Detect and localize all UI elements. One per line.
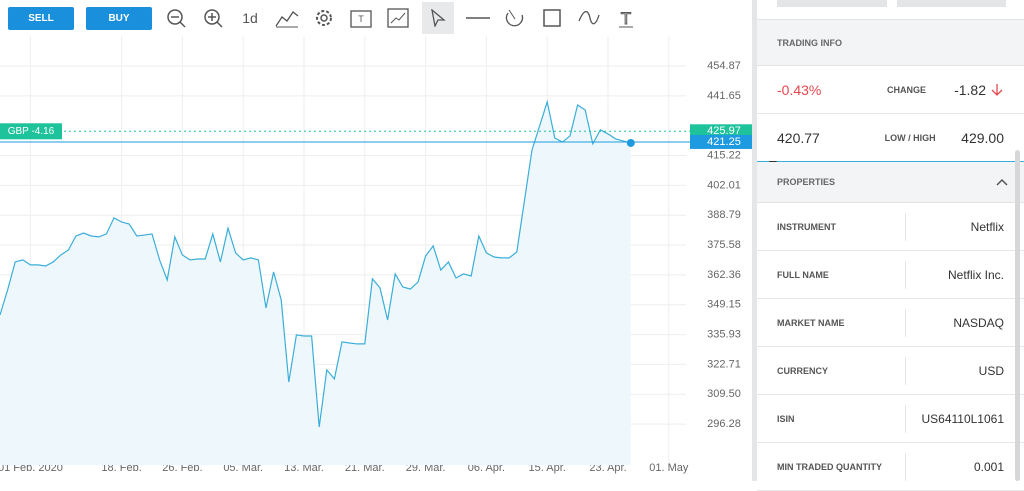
property-name: MIN TRADED QUANTITY <box>777 461 882 472</box>
last-point <box>626 138 635 147</box>
y-tick-label: 349.15 <box>707 299 741 311</box>
property-name: CURRENCY <box>777 365 829 376</box>
label: CHANGE <box>887 84 927 95</box>
property-row: MIN TRADED QUANTITY 0.001 <box>757 443 1024 491</box>
property-value: NASDAQ <box>953 315 1004 330</box>
rect-tool[interactable] <box>539 5 565 31</box>
properties: INSTRUMENT Netflix FULL NAME Netflix Inc. MA… <box>757 203 1024 491</box>
section-header[interactable]: PROPERTIES <box>757 162 1024 203</box>
property-name: INSTRUMENT <box>777 221 836 232</box>
buy-button[interactable]: BUY <box>86 6 152 30</box>
cursor-tool[interactable] <box>422 2 454 34</box>
change-row: -0.43% CHANGE -1.82 <box>757 66 1024 114</box>
zoom-in[interactable] <box>200 5 226 31</box>
y-tick-label: 296.28 <box>707 418 741 430</box>
fib-tool[interactable] <box>502 5 528 31</box>
settings[interactable] <box>311 5 337 31</box>
section-header: TRADING INFO <box>757 19 1024 66</box>
property-name: MARKET NAME <box>777 317 845 328</box>
property-row: INSTRUMENT Netflix <box>757 203 1024 251</box>
y-tick-label: 335.93 <box>707 328 741 340</box>
section-title: TRADING INFO <box>777 37 842 48</box>
price-tag <box>690 134 752 149</box>
low: 420.77 <box>777 129 820 146</box>
divider <box>905 405 906 433</box>
section-title: PROPERTIES <box>777 177 836 187</box>
high: 429.00 <box>961 129 1004 146</box>
divider <box>905 453 906 481</box>
property-value: Netflix <box>970 219 1004 234</box>
curve-tool[interactable] <box>576 5 602 31</box>
price-tag-label: 425.97 <box>707 125 741 137</box>
text-tool[interactable]: T <box>613 5 639 31</box>
chart-type[interactable] <box>274 5 300 31</box>
divider <box>752 0 757 481</box>
y-tick-label: 322.71 <box>707 358 741 370</box>
x-tick-label: 01. May <box>649 462 689 474</box>
property-value: Netflix Inc. <box>947 267 1004 282</box>
price-tag <box>690 124 752 139</box>
price-name: GBP -4.16 <box>8 126 55 137</box>
indicators[interactable] <box>385 5 411 31</box>
chart: 01 Feb. 2020 18. Feb. 26. Feb. 05. Mar. 13. … <box>0 36 752 474</box>
zoom-out[interactable] <box>163 5 189 31</box>
line-tool[interactable] <box>465 5 491 31</box>
y-tick-label: 375.58 <box>707 239 741 251</box>
side-panel: TRADING INFO -0.43% CHANGE -1.82 420.77 … <box>757 0 1024 491</box>
down-arrow <box>991 83 1003 96</box>
property-value: USD <box>978 363 1004 378</box>
y-tick-label: 388.79 <box>707 209 741 221</box>
template[interactable]: T <box>348 5 374 31</box>
price-tag-label: 421.25 <box>707 136 741 148</box>
collapse-icon[interactable] <box>996 178 1008 186</box>
line <box>0 99 631 428</box>
area <box>0 101 631 466</box>
y-tick-label: 402.01 <box>707 179 741 191</box>
svg-text:T: T <box>358 14 364 24</box>
panel-button[interactable] <box>896 0 1006 7</box>
y-tick-label: 415.22 <box>707 149 741 161</box>
property-row: CURRENCY USD <box>757 347 1024 395</box>
property-row: ISIN US64110L1061 <box>757 395 1024 443</box>
property-row: MARKET NAME NASDAQ <box>757 299 1024 347</box>
divider <box>905 309 906 337</box>
panel-button[interactable] <box>777 0 887 7</box>
interval[interactable]: 1d <box>242 10 258 26</box>
change-percent: -0.43% <box>777 81 822 98</box>
y-tick-label: 309.50 <box>707 388 741 400</box>
y-tick-label: 362.36 <box>707 269 741 281</box>
y-tick-label: 454.87 <box>707 60 741 72</box>
property-value: 0.001 <box>973 459 1004 474</box>
range-row: 420.77 LOW / HIGH 429.00 <box>757 114 1024 167</box>
label: LOW / HIGH <box>884 132 936 143</box>
divider <box>905 213 906 241</box>
property-value: US64110L1061 <box>921 411 1004 426</box>
toolbar: SELL BUY 1d T T <box>0 0 752 36</box>
panel-top <box>757 0 1024 19</box>
y-tick-label: 441.65 <box>707 90 741 102</box>
divider <box>905 357 906 385</box>
svg-text:T: T <box>621 9 631 28</box>
property-name: FULL NAME <box>777 269 829 280</box>
divider <box>905 261 906 289</box>
change: -1.82 <box>954 81 986 98</box>
property-name: ISIN <box>777 413 795 424</box>
price-name-tag <box>0 123 62 140</box>
scrollbar[interactable] <box>1015 150 1020 481</box>
property-row: FULL NAME Netflix Inc. <box>757 251 1024 299</box>
sell-button[interactable]: SELL <box>8 6 74 30</box>
